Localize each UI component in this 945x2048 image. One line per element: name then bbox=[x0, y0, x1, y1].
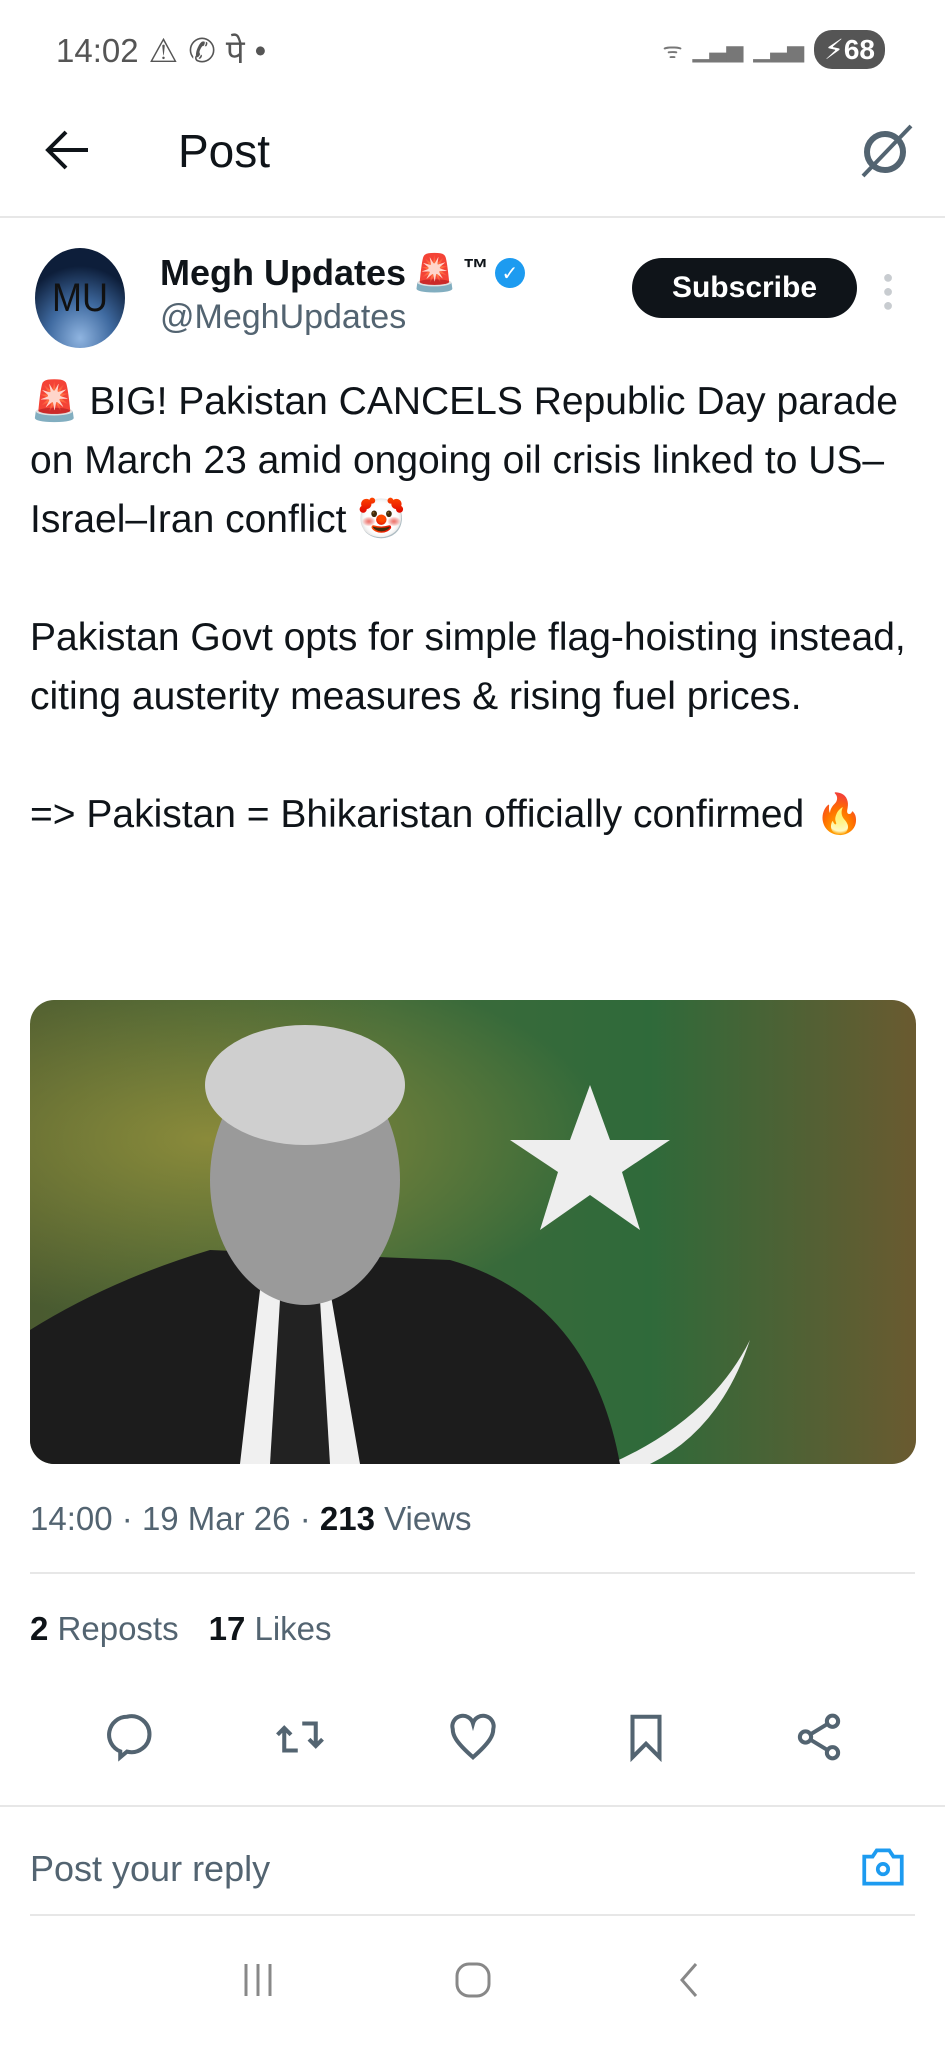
battery-level: 68 bbox=[843, 34, 875, 65]
avatar-initials: MU bbox=[52, 275, 108, 320]
views-count: 213 bbox=[319, 1500, 375, 1537]
like-icon[interactable] bbox=[446, 1710, 500, 1764]
subscribe-button[interactable]: Subscribe bbox=[632, 258, 857, 318]
author-handle[interactable]: @MeghUpdates bbox=[160, 298, 407, 336]
siren-emoji: 🚨 bbox=[412, 252, 457, 293]
action-bar bbox=[0, 1710, 945, 1764]
reply-input[interactable]: Post your reply bbox=[30, 1848, 271, 1889]
separator: · bbox=[299, 1500, 311, 1537]
camera-icon[interactable] bbox=[858, 1842, 908, 1892]
back-arrow-icon[interactable] bbox=[44, 128, 92, 172]
views-label: Views bbox=[384, 1500, 472, 1537]
likes-link[interactable]: 17 Likes bbox=[209, 1610, 332, 1648]
signal-icon-2: ▁▃▅ bbox=[753, 36, 805, 62]
reposts-link[interactable]: 2 Reposts bbox=[30, 1610, 179, 1648]
recent-apps-icon[interactable] bbox=[238, 1960, 278, 2000]
devanagari-icon: पे bbox=[225, 33, 245, 70]
image-content bbox=[30, 1025, 750, 1464]
back-nav-icon[interactable] bbox=[668, 1960, 708, 2000]
header-divider bbox=[0, 216, 945, 218]
alert-icon: ⚠ bbox=[148, 32, 179, 69]
clock: 14:02 bbox=[56, 31, 139, 69]
verified-badge-icon: ✓ bbox=[494, 258, 525, 288]
reposts-count: 2 bbox=[30, 1610, 49, 1647]
separator: · bbox=[121, 1500, 133, 1537]
post-time: 14:00 bbox=[30, 1500, 113, 1537]
post-meta: 14:00 · 19 Mar 26 · 213 Views bbox=[30, 1500, 472, 1538]
reposts-label: Reposts bbox=[57, 1610, 179, 1647]
reply-icon[interactable] bbox=[100, 1710, 154, 1764]
divider bbox=[30, 1914, 915, 1916]
whatsapp-icon: ✆ bbox=[188, 32, 216, 69]
page-title: Post bbox=[178, 125, 271, 177]
likes-count: 17 bbox=[208, 1610, 246, 1647]
divider bbox=[0, 1805, 945, 1807]
avatar[interactable]: MU bbox=[35, 248, 125, 348]
bookmark-icon[interactable] bbox=[619, 1710, 673, 1764]
home-icon[interactable] bbox=[453, 1960, 493, 2000]
signal-icon: ▁▃▅ bbox=[692, 36, 744, 62]
trademark: ™ bbox=[462, 252, 489, 283]
share-icon[interactable] bbox=[792, 1710, 846, 1764]
post-paragraph: Pakistan Govt opts for simple flag-hoist… bbox=[30, 616, 906, 718]
post-date: 19 Mar 26 bbox=[141, 1500, 291, 1537]
post-text: 🚨 BIG! Pakistan CANCELS Republic Day par… bbox=[30, 372, 920, 903]
display-name: Megh Updates bbox=[160, 252, 407, 293]
post-paragraph: 🚨 BIG! Pakistan CANCELS Republic Day par… bbox=[30, 380, 898, 541]
engagement-counts: 2 Reposts 17 Likes bbox=[30, 1610, 332, 1648]
battery-indicator: ⚡68 bbox=[814, 30, 885, 69]
likes-label: Likes bbox=[254, 1610, 332, 1647]
post-image[interactable] bbox=[30, 1000, 916, 1464]
status-bar: 14:02 ⚠ ✆ पे • bbox=[56, 28, 266, 73]
system-nav-bar bbox=[0, 1960, 945, 2000]
repost-icon[interactable] bbox=[273, 1710, 327, 1764]
dot-icon: • bbox=[254, 31, 267, 69]
post-paragraph: => Pakistan = Bhikaristan officially con… bbox=[30, 793, 864, 836]
system-icons: ᯤ ▁▃▅ ▁▃▅ ⚡68 bbox=[663, 30, 885, 69]
grok-icon[interactable] bbox=[855, 120, 915, 180]
more-options-icon[interactable]: ● ● ● bbox=[882, 267, 894, 315]
divider bbox=[30, 1572, 915, 1574]
wifi-icon: ᯤ bbox=[662, 37, 683, 63]
author-name[interactable]: Megh Updates 🚨 ™ ✓ bbox=[160, 252, 525, 294]
